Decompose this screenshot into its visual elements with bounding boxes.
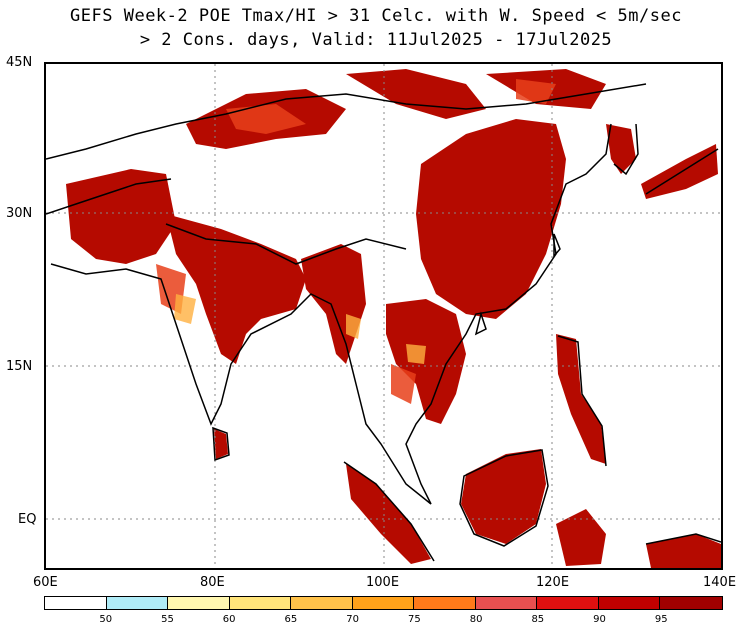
y-tick-label-30n: 30N bbox=[6, 206, 33, 221]
colorbar-label: 95 bbox=[654, 614, 668, 625]
colorbar-label: 75 bbox=[407, 614, 421, 625]
y-tick-label-45n: 45N bbox=[6, 55, 33, 70]
colorbar-label: 90 bbox=[593, 614, 606, 625]
colorbar-bin bbox=[45, 597, 107, 609]
colorbar-bin bbox=[229, 597, 292, 609]
colorbar-label: 70 bbox=[346, 614, 359, 625]
colorbar-label: 65 bbox=[284, 614, 298, 625]
low-shading bbox=[174, 294, 426, 364]
colorbar-bin bbox=[537, 597, 599, 609]
mid-shading bbox=[156, 79, 556, 404]
colorbar-bin bbox=[660, 597, 723, 609]
colorbar-bin bbox=[414, 597, 476, 609]
map-panel bbox=[44, 62, 723, 570]
coastlines bbox=[46, 83, 721, 562]
x-tick-label-60e: 60E bbox=[33, 575, 58, 590]
colorbar-label: 50 bbox=[99, 614, 113, 625]
colorbar-bin bbox=[475, 597, 538, 609]
y-tick-label-eq: EQ bbox=[18, 512, 37, 527]
colorbar-label: 55 bbox=[161, 614, 174, 625]
probability-shading bbox=[66, 69, 721, 568]
gridlines bbox=[46, 64, 721, 568]
colorbar-bin bbox=[291, 597, 353, 609]
colorbar-label: 60 bbox=[222, 614, 236, 625]
x-tick-label-100e: 100E bbox=[366, 575, 400, 590]
colorbar-bin bbox=[598, 597, 661, 609]
colorbar-bin bbox=[168, 597, 230, 609]
x-tick-label-80e: 80E bbox=[200, 575, 225, 590]
map-title-line2: > 2 Cons. days, Valid: 11Jul2025 - 17Jul… bbox=[139, 30, 613, 50]
x-tick-label-140e: 140E bbox=[703, 575, 737, 590]
x-tick-label-120e: 120E bbox=[536, 575, 570, 590]
y-tick-label-15n: 15N bbox=[6, 359, 33, 374]
colorbar-bin bbox=[352, 597, 415, 609]
colorbar-label: 80 bbox=[469, 614, 483, 625]
map-canvas bbox=[46, 64, 721, 568]
map-title-line1: GEFS Week-2 POE Tmax/HI > 31 Celc. with … bbox=[70, 6, 682, 26]
colorbar bbox=[44, 596, 723, 610]
colorbar-label: 85 bbox=[531, 614, 545, 625]
colorbar-bin bbox=[106, 597, 169, 609]
